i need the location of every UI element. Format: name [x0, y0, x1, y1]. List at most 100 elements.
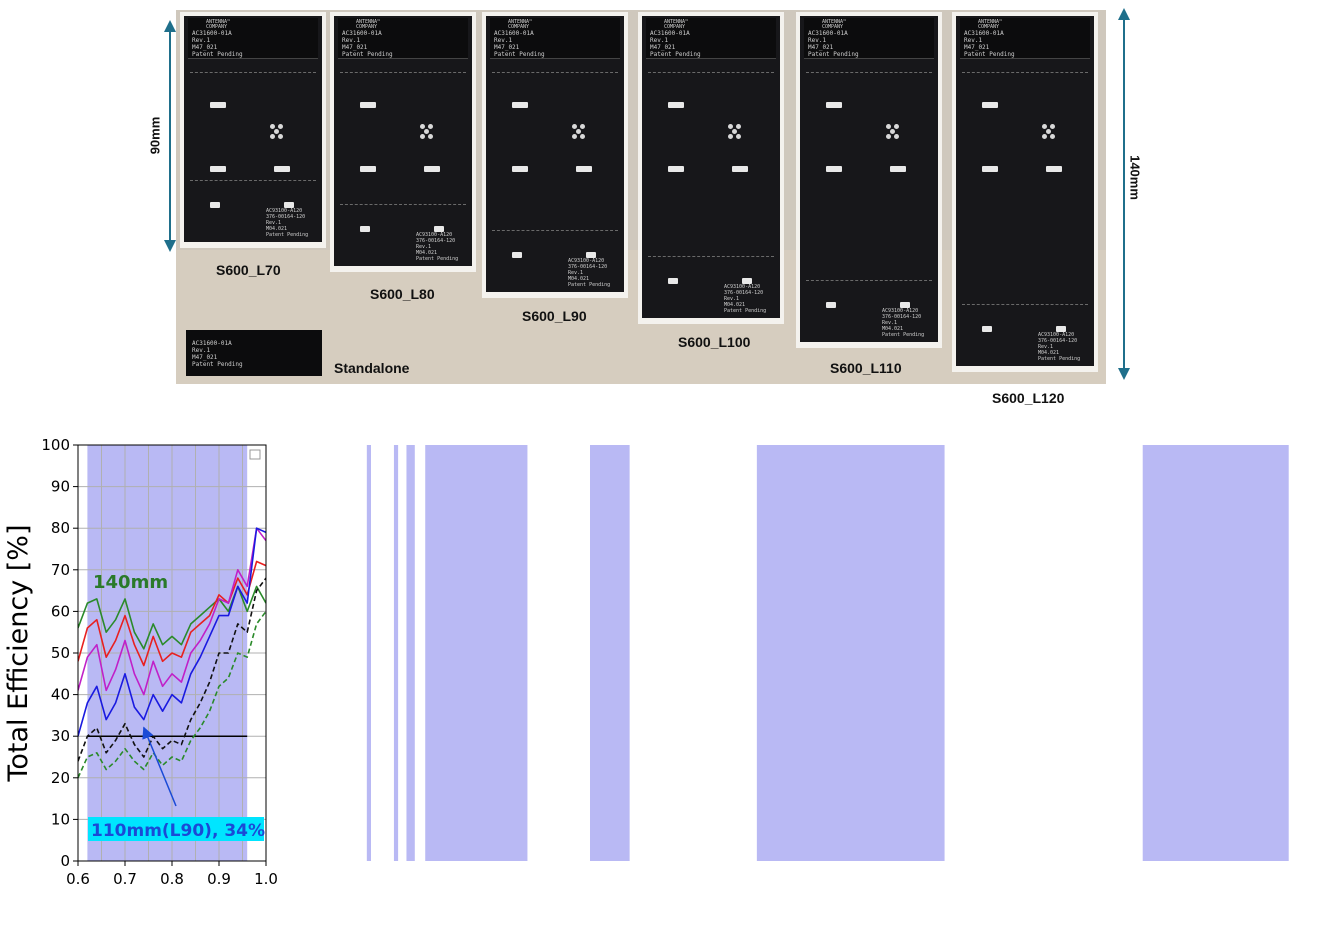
pcb-slot: [512, 102, 528, 108]
pcb-via: [886, 134, 891, 139]
y-tick-label: 30: [51, 727, 70, 745]
pcb-slot: [742, 278, 752, 284]
frequency-band: [425, 445, 528, 861]
ground-silkscreen: AC93100-A120 376-00164-120 Rev.1 M04.021…: [266, 208, 309, 238]
y-tick-label: 10: [51, 810, 70, 828]
antenna-module: [960, 18, 1090, 59]
pcb-dashline: [190, 180, 316, 181]
y-tick-label: 90: [51, 478, 70, 496]
logo-silkscreen: ANTENNA™ COMPANY: [206, 19, 231, 30]
pcb-slot: [982, 166, 998, 172]
annotation-110mm: 110mm(L90), 34%: [91, 821, 265, 841]
pcb-slot: [210, 166, 226, 172]
x-tick-label: 0.7: [113, 870, 137, 888]
antenna-module: [338, 18, 468, 59]
pcb-via: [728, 134, 733, 139]
pcb-via: [420, 124, 425, 129]
pcb-via: [1050, 134, 1055, 139]
pcb-slot: [982, 326, 992, 332]
frequency-band: [590, 445, 630, 861]
pcb-via: [274, 129, 279, 134]
standalone-silkscreen: AC31600-01A Rev.1 M47_021 Patent Pending: [192, 340, 243, 368]
standalone-label: Standalone: [334, 360, 410, 376]
low-band-plot-area: [78, 445, 266, 861]
y-tick-label: 100: [41, 436, 70, 454]
series-line-s600-pp0220-l80: [78, 577, 266, 762]
pcb-via: [580, 124, 585, 129]
dimension-arrows: [164, 7, 1130, 380]
board-photo: AC31600-01A Rev.1 M47_021 Patent Pending…: [176, 10, 1106, 384]
pcb-slot: [210, 202, 220, 208]
pcb-slot: [900, 302, 910, 308]
pcb-slot: [360, 102, 376, 108]
annotation-highlight: [88, 817, 264, 841]
pcb-slot: [668, 278, 678, 284]
ground-silkscreen: AC93100-A120 376-00164-120 Rev.1 M04.021…: [568, 258, 611, 288]
y-axis-label: Total Efficiency [%]: [3, 524, 34, 782]
module-silkscreen: AC31600-01A Rev.1 M47_021 Patent Pending: [964, 30, 1015, 58]
pcb-via: [736, 124, 741, 129]
series-line-s600-pp0220-l110: [78, 560, 266, 667]
pcb-slot: [1056, 326, 1066, 332]
pcb-via: [428, 134, 433, 139]
pcb-via: [278, 134, 283, 139]
pcb-dashline: [962, 304, 1088, 305]
x-tick-label: 0.6: [66, 870, 90, 888]
pcb-board: [956, 16, 1094, 366]
x-tick-label: 0.8: [160, 870, 184, 888]
pcb-slot: [512, 166, 528, 172]
pcb-dashline: [962, 72, 1088, 73]
pcb-slot: [360, 226, 370, 232]
pcb-slot: [826, 102, 842, 108]
pcb-via: [270, 134, 275, 139]
pcb-slot: [512, 252, 522, 258]
pcb-board: [642, 16, 780, 318]
pcb-dashline: [806, 72, 932, 73]
pcb-via: [424, 129, 429, 134]
pcb-via: [886, 124, 891, 129]
pcb-via: [728, 124, 733, 129]
annotation-arrow: [142, 726, 177, 807]
module-silkscreen: AC31600-01A Rev.1 M47_021 Patent Pending: [808, 30, 859, 58]
pcb-via: [572, 134, 577, 139]
pcb-via: [1042, 134, 1047, 139]
x-tick-label: 1.0: [254, 870, 278, 888]
standalone-module: [186, 330, 322, 376]
pcb-dashline: [648, 72, 774, 73]
board-label-s600_l70: S600_L70: [216, 262, 281, 278]
pcb-slot: [210, 102, 226, 108]
ground-silkscreen: AC93100-A120 376-00164-120 Rev.1 M04.021…: [882, 308, 925, 338]
module-silkscreen: AC31600-01A Rev.1 M47_021 Patent Pending: [342, 30, 393, 58]
pcb-slot: [668, 102, 684, 108]
x-tick-label: 0.9: [207, 870, 231, 888]
pcb-via: [572, 124, 577, 129]
pcb-slot: [826, 302, 836, 308]
board-label-s600_l100: S600_L100: [678, 334, 751, 350]
frequency-band: [1142, 445, 1289, 861]
pcb-dashline: [340, 204, 466, 205]
pcb-dashline: [190, 72, 316, 73]
logo-silkscreen: ANTENNA™ COMPANY: [978, 19, 1003, 30]
module-silkscreen: AC31600-01A Rev.1 M47_021 Patent Pending: [192, 30, 243, 58]
y-tick-label: 0: [60, 852, 70, 870]
module-silkscreen: AC31600-01A Rev.1 M47_021 Patent Pending: [494, 30, 545, 58]
pcb-dashline: [340, 72, 466, 73]
board-label-s600_l80: S600_L80: [370, 286, 435, 302]
pcb-via: [894, 134, 899, 139]
frequency-band: [366, 445, 371, 861]
pcb-dashline: [648, 256, 774, 257]
pcb-via: [278, 124, 283, 129]
series-line-s600-pp0220-l90: [78, 527, 266, 737]
pcb-via: [1046, 129, 1051, 134]
ground-silkscreen: AC93100-A120 376-00164-120 Rev.1 M04.021…: [1038, 332, 1081, 362]
pcb-via: [894, 124, 899, 129]
logo-silkscreen: ANTENNA™ COMPANY: [508, 19, 533, 30]
y-tick-label: 80: [51, 519, 70, 537]
pcb-slot: [274, 166, 290, 172]
y-tick-label: 20: [51, 769, 70, 787]
pcb-via: [1042, 124, 1047, 129]
logo-silkscreen: ANTENNA™ COMPANY: [822, 19, 847, 30]
logo-silkscreen: ANTENNA™ COMPANY: [664, 19, 689, 30]
series-line-s600-pp0220-l70: [78, 610, 266, 779]
